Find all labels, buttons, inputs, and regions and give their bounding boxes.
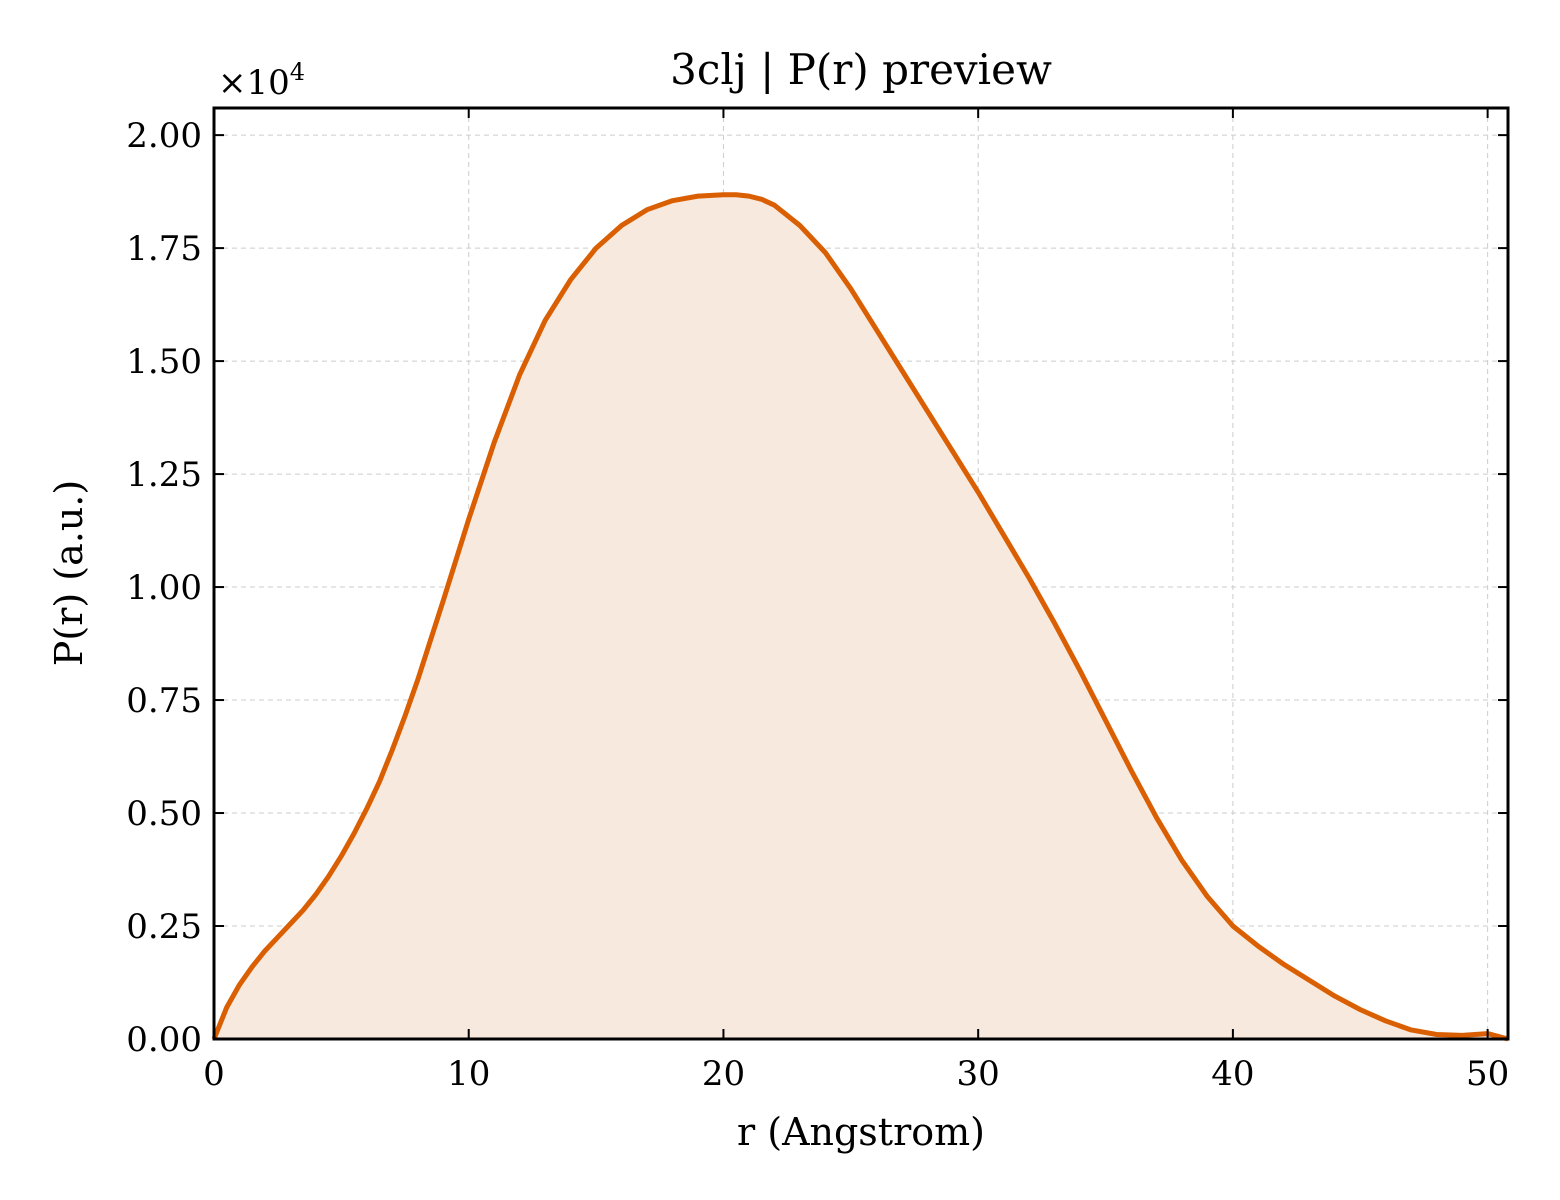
x-tick-label: 30 xyxy=(957,1054,1000,1094)
y-multiplier-label: ×104 xyxy=(218,58,305,103)
pr-area-fill xyxy=(214,194,1508,1039)
axis-ticks xyxy=(213,108,1508,1040)
y-tick-label: 1.00 xyxy=(126,568,202,608)
chart-title: 3clj | P(r) preview xyxy=(670,45,1052,94)
y-axis-title: P(r) (a.u.) xyxy=(47,480,91,666)
y-multiplier-exponent: 4 xyxy=(290,58,305,86)
x-tick-label: 40 xyxy=(1211,1054,1254,1094)
pr-series-line xyxy=(211,192,1509,1042)
x-tick-label: 20 xyxy=(702,1054,745,1094)
y-tick-label: 0.25 xyxy=(126,907,202,947)
y-tick-label: 1.50 xyxy=(126,342,202,382)
y-tick-label: 0.75 xyxy=(126,681,202,721)
y-tick-label: 1.75 xyxy=(126,229,202,269)
y-tick-label: 0.00 xyxy=(126,1020,202,1060)
plot-frame xyxy=(212,106,1510,1041)
x-tick-label: 0 xyxy=(203,1054,225,1094)
y-tick-label: 2.00 xyxy=(126,116,202,156)
x-tick-label: 50 xyxy=(1466,1054,1509,1094)
x-tick-label: 10 xyxy=(447,1054,490,1094)
x-axis-title: r (Angstrom) xyxy=(737,1110,985,1154)
y-tick-label: 0.50 xyxy=(126,794,202,834)
y-tick-label: 1.25 xyxy=(126,455,202,495)
